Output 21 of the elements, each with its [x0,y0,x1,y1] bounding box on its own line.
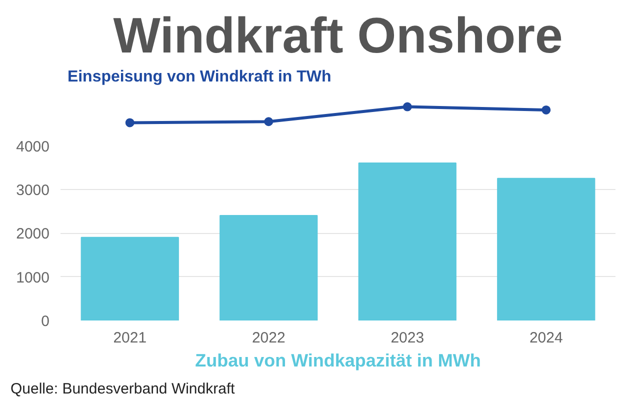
bar [220,215,318,320]
point [402,102,412,112]
series-label: Einspeisung von Windkraft in TWh [67,68,332,86]
x-tick-label: 2021 [113,330,147,346]
y-tick-label: 0 [41,313,50,330]
y-tick-label: 3000 [16,182,50,199]
bar [358,162,456,320]
y-tick-label: 4000 [16,138,50,156]
chart-title: Windkraft Onshore [113,8,563,64]
y-tick-label: 2000 [16,226,50,242]
bar [497,178,596,320]
bar [80,236,179,320]
y-tick-label: 1000 [16,269,50,286]
x-tick-label: 2023 [390,330,424,346]
x-axis-title: Zubau von Windkapazität in MWh [195,350,481,370]
point [264,117,274,126]
source-note: Quelle: Bundesverband Windkraft [10,380,236,398]
point [125,118,134,128]
x-tick-label: 2024 [529,330,563,346]
x-tick-label: 2022 [252,330,286,346]
point [542,105,551,114]
